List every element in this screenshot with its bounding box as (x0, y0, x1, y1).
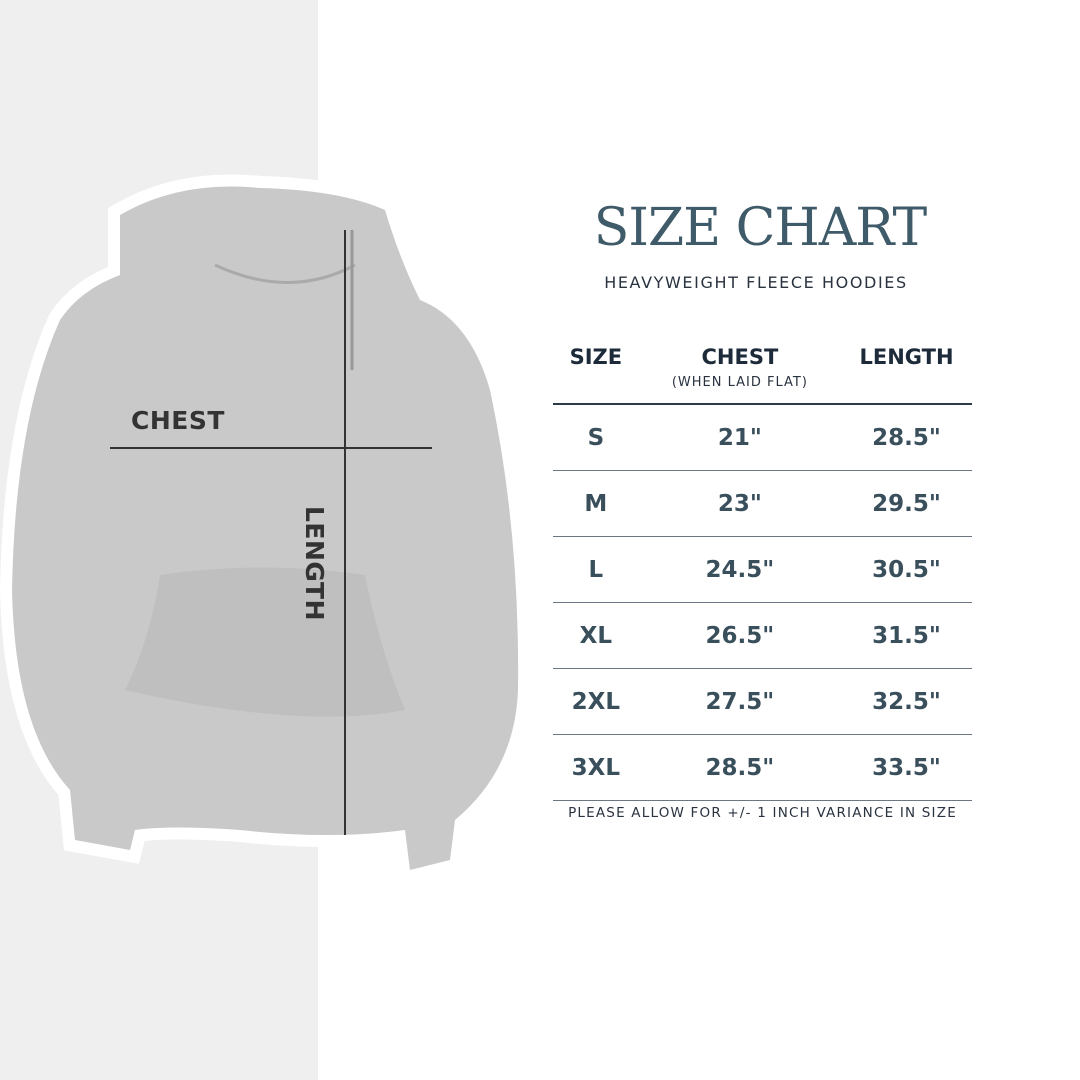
table-row: L 24.5" 30.5" (553, 536, 972, 603)
cell-size: 3XL (553, 734, 639, 801)
cell-chest: 21" (638, 404, 842, 471)
table-row: XL 26.5" 31.5" (553, 602, 972, 669)
header-chest-note: (WHEN LAID FLAT) (671, 375, 808, 390)
chest-measure-label: CHEST (131, 406, 225, 435)
cell-size: 2XL (553, 668, 639, 735)
cell-chest: 24.5" (638, 536, 842, 603)
header-size: SIZE (569, 345, 623, 369)
cell-length: 33.5" (841, 734, 972, 801)
header-chest: CHEST (WHEN LAID FLAT) (639, 340, 841, 404)
page-subtitle: HEAVYWEIGHT FLEECE HOODIES (604, 273, 908, 292)
cell-size: S (553, 404, 639, 471)
cell-length: 28.5" (841, 404, 972, 471)
table-row: S 21" 28.5" (553, 404, 972, 471)
cell-length: 30.5" (841, 536, 972, 603)
cell-size: L (553, 536, 639, 603)
cell-length: 32.5" (841, 668, 972, 735)
cell-size: M (553, 470, 639, 537)
cell-chest: 27.5" (638, 668, 842, 735)
hoodie-image (0, 174, 531, 885)
length-measure-label: LENGTH (300, 506, 329, 621)
variance-footnote: PLEASE ALLOW FOR +/- 1 INCH VARIANCE IN … (568, 805, 957, 821)
cell-length: 31.5" (841, 602, 972, 669)
cell-size: XL (553, 602, 639, 669)
header-length: LENGTH (859, 345, 954, 369)
cell-chest: 26.5" (638, 602, 842, 669)
page-title: SIZE CHART (593, 198, 927, 258)
table-row: 2XL 27.5" 32.5" (553, 668, 972, 735)
header-chest-label: CHEST (701, 345, 779, 369)
cell-length: 29.5" (841, 470, 972, 537)
table-row: 3XL 28.5" 33.5" (553, 734, 972, 801)
table-row: M 23" 29.5" (553, 470, 972, 537)
cell-chest: 23" (638, 470, 842, 537)
cell-chest: 28.5" (638, 734, 842, 801)
table-header-row: SIZE CHEST (WHEN LAID FLAT) LENGTH (553, 340, 972, 404)
size-table: SIZE CHEST (WHEN LAID FLAT) LENGTH S 21" 28… (553, 340, 972, 801)
